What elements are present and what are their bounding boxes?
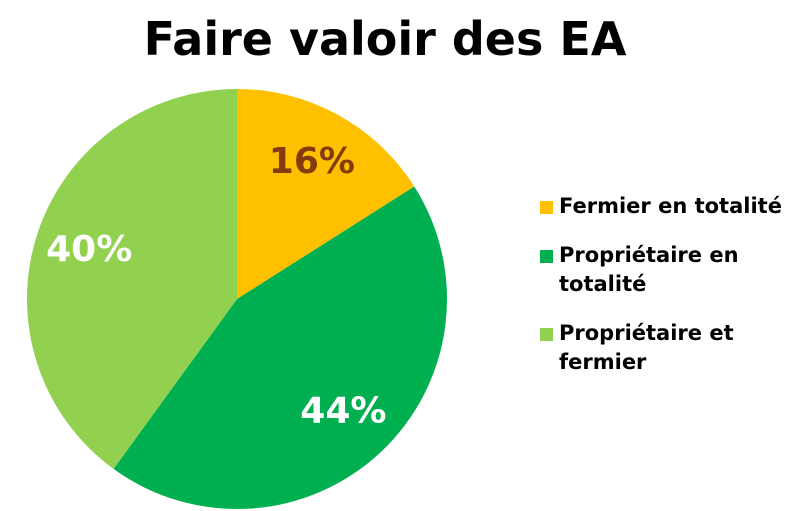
legend-swatch (540, 201, 553, 214)
slice-label: 16% (269, 141, 355, 182)
legend-item: Propriétaire en totalité (540, 241, 789, 299)
pie-slice (27, 89, 238, 469)
legend-label: Propriétaire et fermier (559, 321, 734, 374)
legend-swatch (540, 328, 553, 341)
legend: Fermier en totalité Propriétaire en total… (540, 192, 790, 397)
legend-swatch (540, 250, 553, 263)
slice-label: 40% (46, 229, 132, 270)
pie-slice (237, 89, 415, 299)
slice-label: 44% (300, 390, 386, 431)
legend-item: Fermier en totalité (540, 192, 789, 221)
legend-label: Fermier en totalité (559, 194, 782, 218)
pie-slice (113, 186, 447, 509)
chart-title: Faire valoir des EA (144, 12, 627, 66)
legend-label: Propriétaire en totalité (559, 243, 739, 296)
legend-item: Propriétaire et fermier (540, 319, 789, 377)
